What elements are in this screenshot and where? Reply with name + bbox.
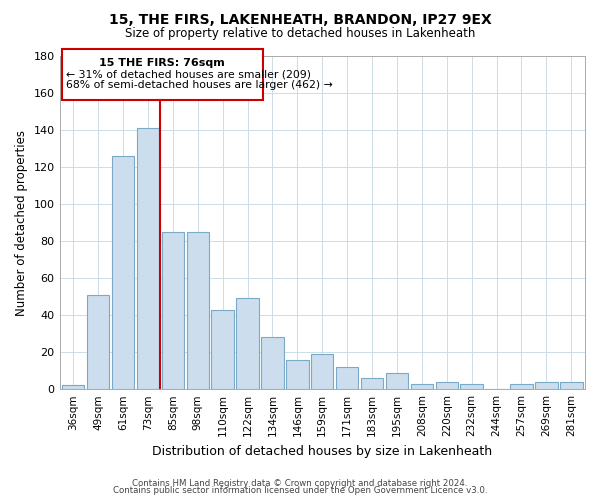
Bar xyxy=(535,382,557,389)
Bar xyxy=(137,128,159,389)
X-axis label: Distribution of detached houses by size in Lakenheath: Distribution of detached houses by size … xyxy=(152,444,493,458)
Text: ← 31% of detached houses are smaller (209): ← 31% of detached houses are smaller (20… xyxy=(66,69,311,79)
Bar xyxy=(436,382,458,389)
Text: Size of property relative to detached houses in Lakenheath: Size of property relative to detached ho… xyxy=(125,28,475,40)
Bar xyxy=(336,367,358,389)
Bar xyxy=(236,298,259,389)
Bar xyxy=(187,232,209,389)
Bar xyxy=(510,384,533,389)
Bar xyxy=(560,382,583,389)
Bar xyxy=(286,360,308,389)
FancyBboxPatch shape xyxy=(62,48,263,100)
Bar xyxy=(311,354,334,389)
Text: Contains public sector information licensed under the Open Government Licence v3: Contains public sector information licen… xyxy=(113,486,487,495)
Bar xyxy=(161,232,184,389)
Bar xyxy=(410,384,433,389)
Bar xyxy=(460,384,483,389)
Y-axis label: Number of detached properties: Number of detached properties xyxy=(15,130,28,316)
Bar xyxy=(112,156,134,389)
Bar xyxy=(261,338,284,389)
Bar xyxy=(87,295,109,389)
Text: Contains HM Land Registry data © Crown copyright and database right 2024.: Contains HM Land Registry data © Crown c… xyxy=(132,478,468,488)
Text: 68% of semi-detached houses are larger (462) →: 68% of semi-detached houses are larger (… xyxy=(66,80,332,90)
Bar xyxy=(211,310,234,389)
Bar xyxy=(62,386,85,389)
Bar xyxy=(386,372,408,389)
Bar xyxy=(361,378,383,389)
Text: 15 THE FIRS: 76sqm: 15 THE FIRS: 76sqm xyxy=(100,58,225,68)
Text: 15, THE FIRS, LAKENHEATH, BRANDON, IP27 9EX: 15, THE FIRS, LAKENHEATH, BRANDON, IP27 … xyxy=(109,12,491,26)
